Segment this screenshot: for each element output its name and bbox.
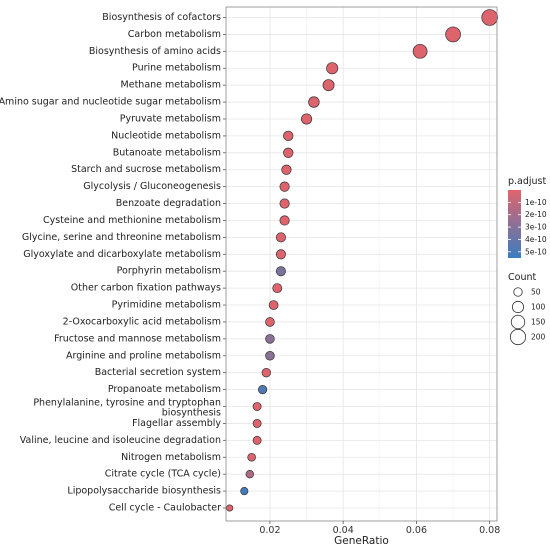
- data-point: [252, 435, 262, 445]
- data-point: [281, 164, 292, 175]
- data-point: [308, 96, 320, 108]
- size-legend-circle: [511, 300, 525, 314]
- category-label: Biosynthesis of cofactors: [102, 12, 221, 23]
- category-label-line: Phenylalanine, tyrosine and tryptophan: [33, 397, 221, 408]
- category-label: Valine, leucine and isoleucine degradati…: [20, 435, 221, 446]
- data-point: [322, 79, 335, 92]
- data-point: [275, 249, 286, 260]
- category-label: Carbon metabolism: [128, 29, 221, 40]
- data-point: [283, 147, 294, 158]
- category-label: Propanoate metabolism: [108, 384, 221, 395]
- color-legend-label: 1e-10: [525, 198, 547, 207]
- size-legend-title: Count: [508, 272, 536, 283]
- data-point: [326, 62, 339, 75]
- category-label: 2-Oxocarboxylic acid metabolism: [63, 316, 221, 327]
- data-point: [279, 181, 290, 192]
- x-tick-label: 0.08: [479, 525, 500, 536]
- category-label: Flagellar assembly: [132, 418, 221, 429]
- category-label: Cell cycle - Caulobacter: [109, 503, 221, 514]
- data-point: [240, 487, 249, 496]
- category-label: Benzoate degradation: [116, 198, 221, 209]
- category-label: Bacterial secretion system: [95, 367, 221, 378]
- chart-grid: [226, 7, 497, 521]
- size-legend-circle: [513, 287, 523, 297]
- category-label: Glycolysis / Gluconeogenesis: [83, 181, 221, 192]
- data-point: [247, 452, 256, 462]
- category-label: Lipopolysaccharide biosynthesis: [67, 486, 221, 497]
- data-point: [301, 113, 313, 125]
- data-point: [265, 351, 275, 361]
- category-label: Purine metabolism: [132, 63, 221, 74]
- color-legend-bar: [508, 190, 521, 258]
- size-legend-label: 100: [531, 303, 546, 312]
- category-label: Glycine, serine and threonine metabolism: [22, 232, 221, 243]
- category-label: Porphyrin metabolism: [117, 266, 221, 277]
- data-point: [268, 300, 279, 310]
- size-legend-label: 150: [531, 318, 546, 327]
- color-legend-label: 2e-10: [525, 210, 547, 219]
- data-point: [412, 43, 428, 59]
- category-label: Glyoxylate and dicarboxylate metabolism: [23, 249, 221, 260]
- category-labels: Biosynthesis of cofactors Carbon metaboli…: [0, 12, 226, 514]
- x-tick-label: 0.06: [406, 525, 427, 536]
- data-points: [226, 9, 498, 512]
- x-axis-title: GeneRatio: [334, 535, 389, 545]
- category-label: Biosynthesis of amino acids: [89, 46, 221, 57]
- category-label: Butanoate metabolism: [113, 147, 221, 158]
- category-label-line: biosynthesis: [162, 407, 221, 418]
- color-legend-label: 4e-10: [525, 235, 547, 244]
- data-point: [279, 215, 290, 226]
- size-legend: Count 50 100 150 200: [508, 272, 546, 346]
- data-point: [481, 9, 498, 26]
- x-tick-label: 0.04: [333, 525, 354, 536]
- data-point: [265, 334, 275, 344]
- data-point: [258, 385, 268, 395]
- size-legend-circle: [510, 314, 526, 330]
- category-label: Starch and sucrose metabolism: [71, 164, 221, 175]
- category-label: Citrate cycle (TCA cycle): [105, 469, 221, 480]
- color-legend-label: 3e-10: [525, 223, 547, 232]
- size-legend-label: 50: [531, 288, 541, 297]
- category-label: Nucleotide metabolism: [111, 130, 221, 141]
- data-point: [252, 419, 262, 428]
- color-legend: p.adjust 1e-10 2e-10 3e-10 4e-10 5e-10: [508, 176, 547, 258]
- data-point: [261, 368, 271, 378]
- category-label: Pyrimidine metabolism: [112, 300, 221, 311]
- size-legend-label: 200: [531, 333, 546, 342]
- data-point: [275, 266, 286, 277]
- data-point: [279, 198, 290, 209]
- data-point: [226, 504, 234, 512]
- x-axis: 0.02 0.04 0.06 0.08: [259, 521, 500, 536]
- category-label: Phenylalanine, tyrosine and tryptophan bi…: [33, 397, 221, 418]
- x-tick-label: 0.02: [259, 525, 280, 536]
- color-legend-label: 5e-10: [525, 247, 547, 256]
- category-label: Amino sugar and nucleotide sugar metabol…: [0, 97, 221, 108]
- data-point: [252, 402, 262, 411]
- data-point: [272, 283, 283, 294]
- plot-frame: [225, 6, 498, 522]
- category-label: Methane metabolism: [121, 80, 221, 91]
- category-label: Fructose and mannose metabolism: [54, 333, 221, 344]
- data-point: [245, 469, 255, 479]
- category-label: Arginine and proline metabolism: [66, 350, 221, 361]
- category-label: Pyruvate metabolism: [120, 113, 221, 124]
- data-point: [275, 232, 286, 243]
- data-point: [445, 26, 461, 43]
- color-legend-title: p.adjust: [508, 176, 547, 187]
- data-point: [283, 130, 294, 142]
- category-label: Cysteine and methionine metabolism: [43, 215, 221, 226]
- category-label: Other carbon fixation pathways: [71, 283, 221, 294]
- size-legend-circle: [509, 328, 527, 346]
- category-label: Nitrogen metabolism: [121, 452, 221, 463]
- data-point: [265, 317, 275, 327]
